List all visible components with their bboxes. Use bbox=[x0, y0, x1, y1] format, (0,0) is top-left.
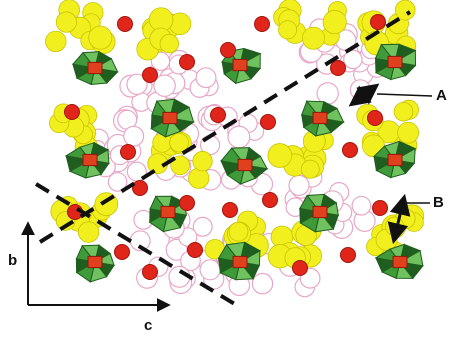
yellow-sphere bbox=[393, 101, 414, 122]
red-sphere bbox=[372, 200, 388, 216]
red-sphere bbox=[114, 244, 130, 260]
yellow-sphere bbox=[267, 143, 293, 168]
cation-center bbox=[232, 58, 248, 72]
yellow-sphere bbox=[169, 132, 189, 153]
red-sphere bbox=[367, 110, 383, 126]
pink-sphere bbox=[123, 125, 145, 147]
polyhedral-unit bbox=[301, 100, 345, 137]
yellow-sphere bbox=[322, 10, 347, 35]
cation-center bbox=[232, 255, 248, 269]
cation-center bbox=[387, 153, 403, 167]
cation-center bbox=[392, 255, 408, 269]
pink-sphere bbox=[153, 74, 176, 97]
polyhedral-unit bbox=[372, 140, 417, 179]
yellow-sphere bbox=[55, 11, 77, 33]
pink-sphere bbox=[251, 272, 274, 295]
dashed-line-lower bbox=[34, 182, 240, 308]
red-sphere bbox=[342, 142, 358, 158]
red-sphere bbox=[142, 264, 158, 280]
cation-center bbox=[87, 255, 103, 269]
polyhedral-unit bbox=[148, 195, 188, 233]
yellow-sphere bbox=[45, 30, 67, 53]
pink-sphere bbox=[107, 172, 128, 192]
red-sphere bbox=[117, 16, 133, 32]
axis-c-label: c bbox=[144, 317, 153, 334]
yellow-sphere bbox=[94, 192, 119, 216]
yellow-sphere bbox=[77, 221, 100, 243]
yellow-sphere bbox=[302, 26, 325, 50]
red-sphere bbox=[120, 144, 136, 160]
cation-center bbox=[162, 111, 178, 125]
cation-center bbox=[82, 153, 98, 167]
label-b: B bbox=[433, 194, 444, 211]
yellow-sphere bbox=[228, 221, 249, 242]
pink-sphere bbox=[199, 259, 221, 281]
yellow-sphere bbox=[278, 20, 298, 40]
cation-center bbox=[387, 55, 403, 69]
dimension-arrow-a bbox=[348, 83, 380, 107]
red-sphere-layer bbox=[64, 14, 388, 280]
yellow-sphere bbox=[188, 167, 210, 189]
cation-center bbox=[312, 205, 328, 219]
red-sphere bbox=[187, 242, 203, 258]
yellow-sphere bbox=[300, 159, 320, 179]
yellow-sphere bbox=[170, 155, 190, 176]
pink-sphere bbox=[227, 125, 251, 149]
red-sphere bbox=[132, 180, 148, 196]
red-sphere bbox=[370, 14, 386, 30]
red-sphere bbox=[179, 195, 195, 211]
yellow-sphere bbox=[159, 33, 179, 54]
polyhedron-layer bbox=[64, 43, 424, 283]
axis-b-label: b bbox=[8, 252, 18, 269]
yellow-sphere bbox=[397, 121, 420, 144]
red-sphere bbox=[142, 67, 158, 83]
yellow-sphere bbox=[192, 151, 213, 172]
polyhedral-unit bbox=[221, 47, 262, 85]
red-sphere bbox=[340, 247, 356, 263]
polyhedral-unit bbox=[374, 43, 417, 81]
pink-sphere bbox=[195, 67, 217, 89]
pink-sphere bbox=[126, 73, 148, 96]
polyhedral-unit bbox=[217, 241, 261, 281]
pink-sphere bbox=[192, 216, 213, 237]
polyhedral-unit bbox=[150, 98, 195, 138]
dashed-line-upper bbox=[38, 10, 412, 244]
red-sphere bbox=[220, 42, 236, 58]
yellow-sphere bbox=[394, 0, 416, 21]
pink-sphere bbox=[343, 49, 363, 70]
label-a-leader bbox=[376, 93, 433, 97]
polyhedral-unit bbox=[299, 193, 339, 233]
red-sphere bbox=[260, 114, 276, 130]
polyhedral-unit bbox=[75, 244, 115, 283]
label-a: A bbox=[436, 87, 447, 104]
cation-center bbox=[87, 61, 103, 75]
polyhedral-unit bbox=[220, 146, 269, 185]
dimension-arrow-b bbox=[387, 193, 411, 245]
red-sphere bbox=[222, 202, 238, 218]
cation-center bbox=[160, 205, 176, 219]
red-sphere bbox=[179, 54, 195, 70]
pink-sphere bbox=[288, 174, 310, 196]
red-sphere bbox=[64, 104, 80, 120]
cation-center bbox=[237, 158, 253, 172]
pink-sphere bbox=[351, 195, 372, 216]
yellow-sphere bbox=[88, 25, 113, 50]
polyhedral-unit bbox=[64, 141, 110, 179]
pink-sphere bbox=[316, 82, 339, 105]
red-sphere bbox=[292, 260, 308, 276]
polyhedral-unit bbox=[71, 50, 119, 86]
red-sphere bbox=[262, 192, 278, 208]
polyhedral-unit bbox=[374, 243, 424, 280]
cation-center bbox=[312, 111, 328, 125]
red-sphere bbox=[330, 60, 346, 76]
annotation-layer bbox=[21, 10, 433, 312]
red-sphere bbox=[210, 107, 226, 123]
red-sphere bbox=[254, 16, 270, 32]
